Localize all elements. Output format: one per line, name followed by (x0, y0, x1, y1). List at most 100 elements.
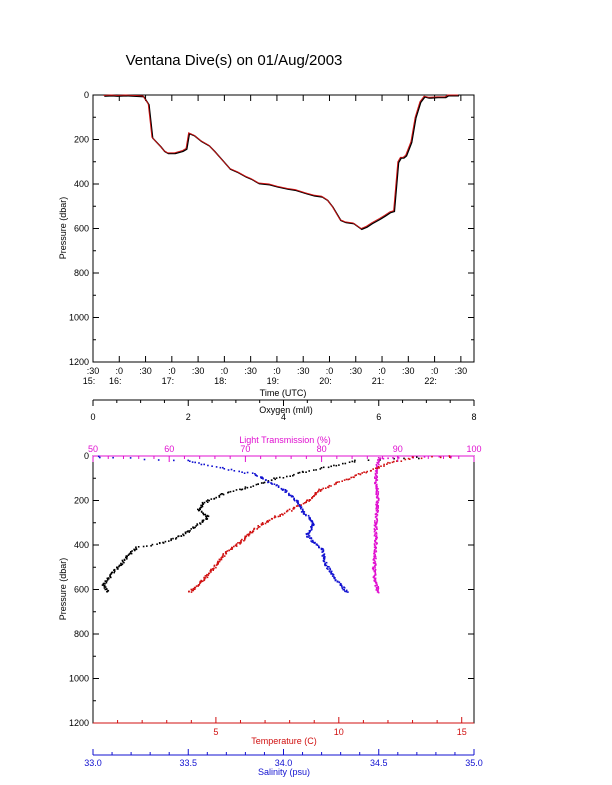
profile-point (210, 498, 213, 500)
oxygen-tick-label: 0 (90, 412, 95, 422)
profile-point (197, 508, 199, 511)
profile-point (295, 505, 298, 507)
profile-point (216, 563, 219, 565)
profile-point (313, 469, 315, 471)
profile-point (377, 488, 379, 490)
profile-point (328, 484, 331, 487)
y-tick-label: 400 (74, 540, 89, 550)
profile-point (205, 575, 208, 577)
profile-point (108, 577, 110, 580)
profile-point (374, 555, 377, 558)
profile-point (102, 584, 105, 586)
profile-point (312, 524, 315, 527)
profile-point (308, 516, 310, 519)
profile-point (200, 463, 203, 466)
profile-point (343, 587, 346, 589)
oxygen-tick-label: 2 (186, 412, 191, 422)
profile-point (189, 530, 191, 532)
profile-point (375, 586, 378, 589)
profile-point (319, 490, 322, 492)
profile-point (374, 473, 377, 476)
profile-point (207, 515, 210, 518)
profile-point (122, 560, 124, 563)
y-tick-label: 600 (74, 224, 89, 234)
y-tick-label: 1200 (69, 357, 89, 367)
profile-point (240, 539, 242, 542)
profile-point (292, 495, 294, 498)
profile-point (335, 481, 337, 484)
profile-point (252, 530, 254, 533)
profile-point (219, 466, 222, 469)
profile-point (221, 556, 223, 559)
x-tick-hour-label: 22: (424, 376, 437, 386)
profile-point (308, 532, 311, 534)
profile-point (325, 561, 328, 564)
profile-point (233, 545, 235, 548)
profile-point (448, 455, 451, 457)
profile-point (200, 579, 202, 582)
profile-point (292, 506, 295, 509)
profile-point (330, 570, 333, 573)
salinity-tick-label: 34.0 (275, 758, 293, 768)
profile-point (307, 514, 310, 517)
profile-point (309, 530, 311, 533)
profile-point (110, 571, 113, 574)
profile-point (328, 566, 330, 568)
profile-point (218, 495, 220, 497)
profile-point (323, 555, 325, 557)
pressure-axis-label-top: Pressure (dbar) (58, 197, 68, 260)
profile-point (285, 510, 288, 513)
profile-point (170, 538, 172, 540)
profile-point (286, 490, 288, 492)
profile-point (355, 474, 357, 476)
profile-point (203, 463, 205, 466)
profile-point (383, 463, 385, 466)
profile-point (223, 468, 226, 470)
profile-point (375, 512, 378, 515)
profile-point (107, 589, 110, 592)
profile-point (125, 555, 128, 557)
profile-point (373, 579, 375, 582)
profile-point (375, 467, 377, 470)
profile-point (220, 558, 223, 561)
profile-point (249, 531, 251, 534)
profile-point (318, 488, 320, 491)
profile-point (374, 545, 377, 548)
profile-point (375, 485, 378, 488)
profile-point (325, 487, 327, 489)
profile-point (330, 465, 332, 468)
profile-point (200, 580, 203, 583)
profile-point (327, 486, 329, 488)
profile-point (322, 550, 325, 553)
profile-point (177, 535, 180, 537)
profile-point (335, 483, 337, 485)
profile-point (229, 490, 232, 493)
profile-point (243, 539, 245, 542)
profile-point (116, 566, 118, 569)
profile-point (225, 552, 228, 555)
profile-point (373, 555, 375, 557)
profile-point (162, 542, 165, 544)
profile-point (173, 459, 175, 462)
profile-point (338, 464, 340, 466)
profile-point (204, 575, 207, 577)
profile-point (112, 456, 114, 459)
profile-point (218, 496, 221, 498)
profile-point (118, 565, 120, 568)
profile-point (231, 548, 233, 550)
profile-point (297, 502, 299, 505)
profile-point (374, 470, 377, 472)
profile-point (212, 569, 214, 571)
profile-point (373, 570, 376, 573)
profile-point (374, 570, 376, 573)
profile-point (210, 571, 212, 573)
profile-point (200, 504, 202, 507)
profile-point (222, 554, 224, 556)
profile-point (113, 570, 116, 573)
profile-point (238, 470, 240, 473)
profile-point (324, 563, 326, 565)
profile-point (201, 504, 203, 507)
profile-point (230, 548, 232, 550)
profile-point (369, 470, 372, 472)
profile-point (207, 464, 209, 467)
